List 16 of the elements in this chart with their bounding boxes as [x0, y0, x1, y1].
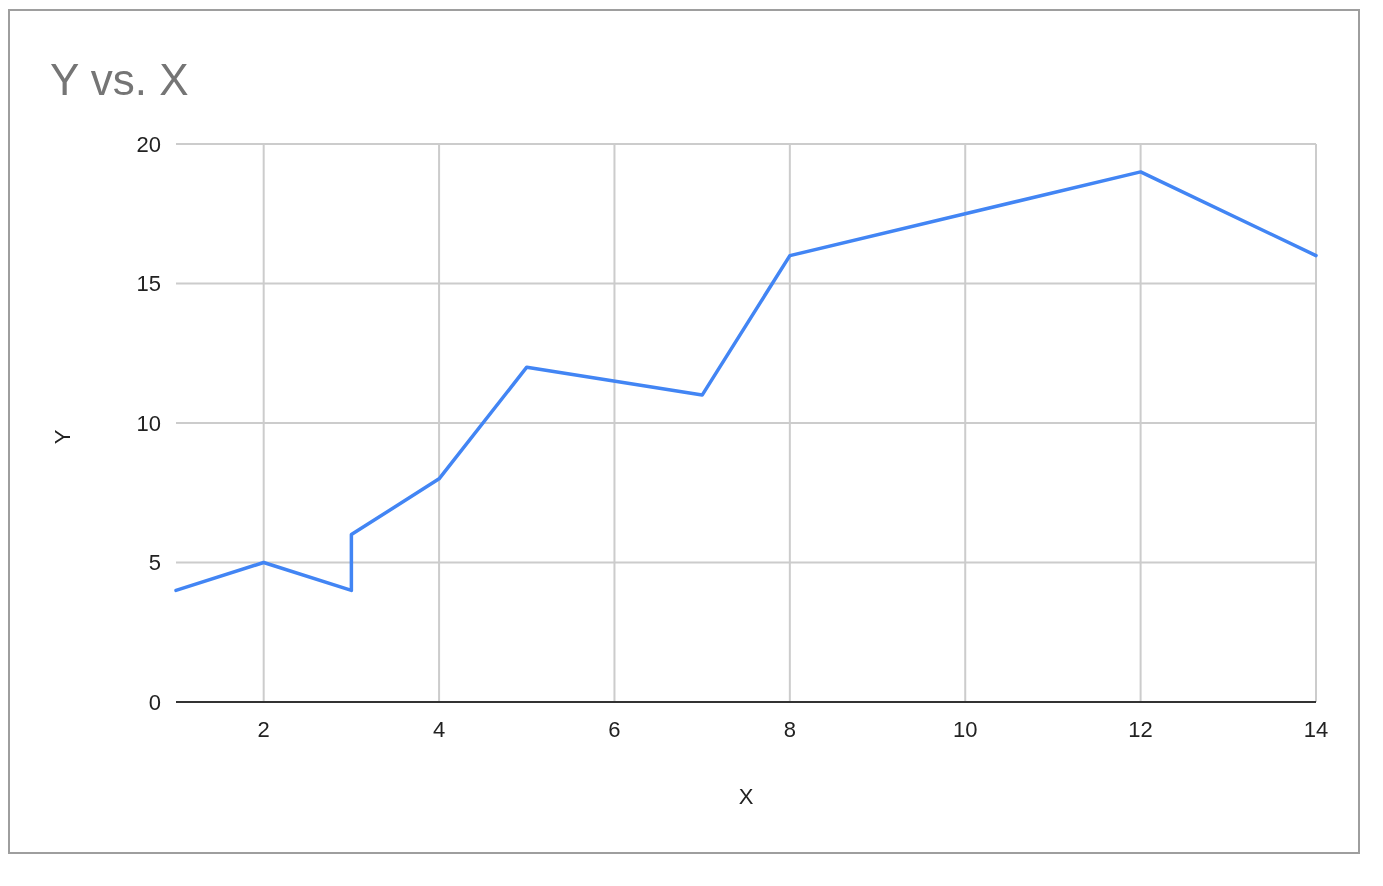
x-tick-label: 6: [608, 717, 621, 742]
y-tick-label: 5: [148, 550, 161, 576]
y-axis-title: Y: [50, 429, 75, 445]
y-tick-label: 20: [136, 131, 161, 157]
chart-title: Y vs. X: [50, 55, 189, 104]
x-tick-label: 8: [783, 717, 796, 742]
y-tick-label: 0: [148, 689, 161, 715]
x-tick-label: 14: [1303, 717, 1329, 742]
x-tick-label: 4: [432, 717, 446, 742]
y-tick-label: 15: [136, 271, 161, 297]
line-series: [174, 170, 1318, 593]
x-tick-label: 12: [1128, 717, 1153, 742]
x-axis-title: X: [738, 784, 754, 809]
x-tick-label: 2: [257, 717, 270, 742]
y-tick-label: 10: [136, 410, 161, 436]
x-tick-label: 10: [952, 717, 978, 742]
